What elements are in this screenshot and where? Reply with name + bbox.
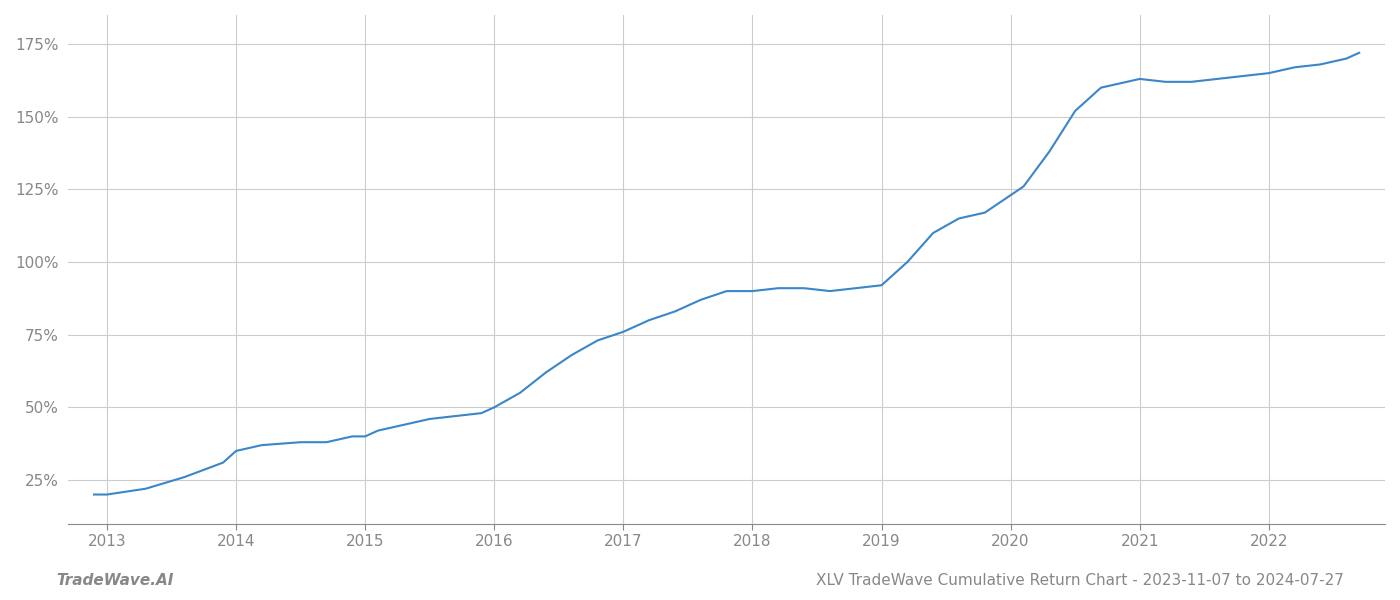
Text: XLV TradeWave Cumulative Return Chart - 2023-11-07 to 2024-07-27: XLV TradeWave Cumulative Return Chart - …: [816, 573, 1344, 588]
Text: TradeWave.AI: TradeWave.AI: [56, 573, 174, 588]
